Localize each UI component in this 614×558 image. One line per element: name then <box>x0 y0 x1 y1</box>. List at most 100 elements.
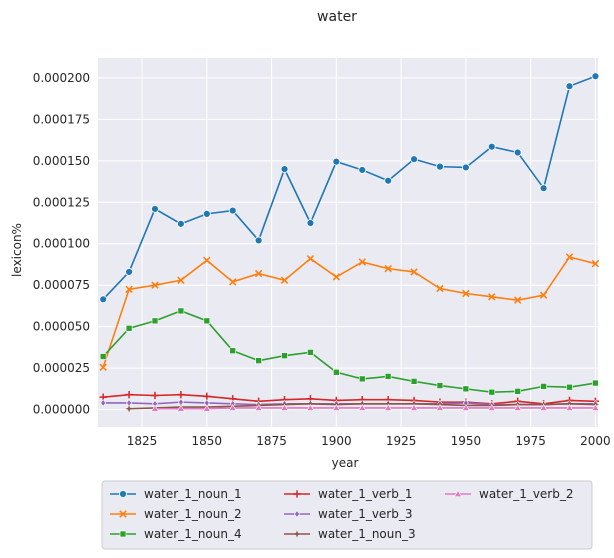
series-line <box>103 393 596 405</box>
data-point <box>565 403 574 411</box>
x-tick-label: 1875 <box>256 434 287 448</box>
legend-marker <box>119 490 127 498</box>
x-tick-label: 1975 <box>515 434 546 448</box>
legend-marker <box>119 510 127 518</box>
data-point <box>358 403 367 411</box>
data-point <box>358 166 367 174</box>
data-point <box>436 284 444 293</box>
series-line <box>154 407 596 410</box>
data-point <box>566 400 573 408</box>
series-line <box>102 75 596 300</box>
x-tick-label: 2000 <box>580 434 611 448</box>
legend-item: water_1_noun_2 <box>110 507 242 521</box>
data-point <box>333 368 340 376</box>
data-point <box>176 404 185 412</box>
data-point <box>384 373 392 380</box>
data-point <box>462 385 470 393</box>
data-point <box>202 209 211 218</box>
data-point <box>384 264 392 273</box>
data-point <box>565 253 574 261</box>
data-point <box>254 403 263 411</box>
series-water_1_noun_4 <box>99 307 599 396</box>
legend-label: water_1_noun_2 <box>144 507 242 521</box>
legend-item: water_1_noun_4 <box>110 527 242 541</box>
data-point <box>229 347 236 354</box>
data-point <box>435 403 444 411</box>
data-point <box>203 256 211 265</box>
data-point <box>151 205 159 213</box>
y-tick-label: 0.000025 <box>33 361 90 375</box>
data-point <box>125 405 133 413</box>
data-point <box>436 162 444 171</box>
x-tick-label: 1950 <box>451 434 482 448</box>
legend-label: water_1_verb_1 <box>318 487 413 501</box>
data-point <box>150 404 160 412</box>
data-point <box>565 82 574 91</box>
data-point <box>384 176 393 185</box>
data-point <box>384 403 393 411</box>
y-axis-label: lexicon% <box>10 223 24 277</box>
y-tick-label: 0.000100 <box>33 237 90 251</box>
data-point <box>99 353 107 360</box>
data-point <box>461 163 470 172</box>
data-point <box>358 258 366 266</box>
data-point <box>254 236 263 245</box>
data-point <box>255 357 262 364</box>
data-point <box>513 403 522 411</box>
data-point <box>280 165 289 174</box>
data-point <box>461 403 470 411</box>
series-line <box>102 310 596 393</box>
data-point <box>307 349 314 356</box>
data-point <box>332 403 341 411</box>
y-tick-label: 0.000150 <box>33 154 90 168</box>
legend-marker <box>293 490 301 498</box>
data-point <box>177 390 185 399</box>
data-point <box>100 399 107 407</box>
legend-marker <box>453 489 463 497</box>
series-line <box>102 256 596 368</box>
data-point <box>306 400 314 408</box>
y-tick-label: 0.000000 <box>33 403 90 417</box>
x-axis-label: year <box>332 456 359 470</box>
data-point <box>99 363 107 372</box>
data-point <box>487 142 496 151</box>
data-point <box>358 400 366 408</box>
data-point <box>514 388 521 395</box>
legend-item: water_1_verb_2 <box>445 487 574 501</box>
data-point <box>151 317 159 325</box>
chart-title: water <box>317 9 357 25</box>
data-point <box>332 273 341 281</box>
data-point <box>540 383 547 390</box>
legend-item: water_1_noun_1 <box>110 487 242 501</box>
data-point <box>410 378 418 385</box>
series-layer <box>99 72 600 413</box>
plot-area <box>98 58 598 427</box>
data-point <box>125 285 133 294</box>
y-tick-label: 0.000200 <box>33 71 90 85</box>
data-point <box>228 403 237 411</box>
data-point <box>281 352 288 359</box>
data-point <box>384 400 392 408</box>
data-point <box>539 291 548 299</box>
data-point <box>228 206 237 215</box>
data-point <box>591 403 600 411</box>
y-axis-ticks: 0.000000 0.000025 0.000050 0.000075 0.000100… <box>33 71 90 417</box>
legend-marker <box>119 530 127 538</box>
legend-label: water_1_noun_1 <box>144 487 242 501</box>
data-point <box>332 157 341 166</box>
data-point <box>177 276 185 284</box>
data-point <box>203 392 211 400</box>
data-point <box>410 155 418 164</box>
data-point <box>591 72 600 81</box>
data-point <box>280 276 289 284</box>
data-point <box>151 281 159 289</box>
y-tick-label: 0.000050 <box>33 320 90 334</box>
data-point <box>539 403 548 411</box>
legend-item: water_1_noun_3 <box>284 527 416 541</box>
data-point <box>488 388 496 396</box>
data-point <box>539 184 548 193</box>
data-point <box>99 295 108 304</box>
series-water_1_verb_1 <box>99 390 600 408</box>
legend: water_1_noun_1 water_1_noun_2 water_1_noun… <box>101 480 593 550</box>
